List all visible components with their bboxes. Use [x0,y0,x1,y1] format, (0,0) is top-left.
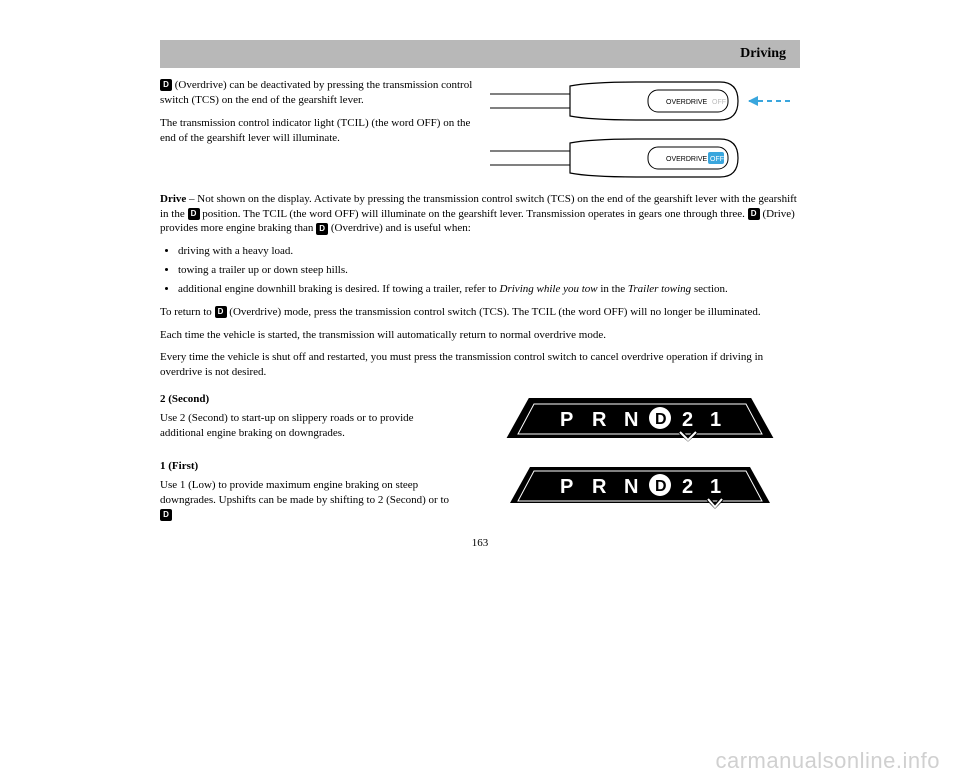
svg-text:OVERDRIVE: OVERDRIVE [666,156,708,163]
shift-indicator-2-figure: P R N D 2 1 [500,388,800,455]
list-item: driving with a heavy load. [178,244,800,259]
drive-text-d: (Overdrive) and is useful when: [328,222,471,234]
svg-text:R: R [592,476,607,498]
d-icon: D [316,223,328,235]
list-item: additional engine downhill braking is de… [178,282,800,297]
section-title: Driving [740,46,786,61]
bullet-3-mid: in the [598,283,628,295]
lever-overdrive-off-illustration: OVERDRIVE OFF [490,78,800,124]
svg-text:D: D [655,411,667,428]
svg-text:1: 1 [710,476,721,498]
shift-indicator-1-figure: P R N D 2 1 [500,455,800,522]
svg-text:R: R [592,409,607,431]
bullet-3a: additional engine downhill braking is de… [178,283,497,295]
section-header: Driving [160,40,800,68]
drive-description: Drive – Not shown on the display. Activa… [160,192,800,237]
d-icon: D [215,306,227,318]
second-text: Use 2 (Second) to start-up on slippery r… [160,411,450,441]
svg-text:N: N [624,476,638,498]
watermark: carmanualsonline.info [715,748,940,774]
d-icon: D [748,208,760,220]
svg-text:1: 1 [710,409,721,431]
svg-text:N: N [624,409,638,431]
first-text-span: Use 1 (Low) to provide maximum engine br… [160,479,449,506]
gearshift-lever-figure: OVERDRIVE OFF OVERDRIVE OFF [490,78,800,192]
svg-text:P: P [560,476,573,498]
svg-text:D: D [655,478,667,495]
svg-text:P: P [560,409,573,431]
list-item: towing a trailer up or down steep hills. [178,263,800,278]
bullet-1: driving with a heavy load. [178,245,293,257]
para1-text: (Overdrive) can be deactivated by pressi… [160,79,472,106]
everytime-text: Every time the vehicle is shut off and r… [160,350,800,380]
lever-overdrive-on-illustration: OVERDRIVE OFF [490,135,800,181]
svg-text:OFF: OFF [712,99,726,106]
svg-text:2: 2 [682,409,693,431]
svg-text:OVERDRIVE: OVERDRIVE [666,99,708,106]
d-icon: D [160,509,172,521]
first-text: Use 1 (Low) to provide maximum engine br… [160,478,450,523]
para2-text: The transmission control indicator light… [160,117,470,144]
svg-text:2: 2 [682,476,693,498]
return-overdrive-text: To return to D (Overdrive) mode, press t… [160,305,800,320]
bullet-2: towing a trailer up or down steep hills. [178,264,348,276]
return-b: (Overdrive) mode, press the transmission… [227,306,761,318]
d-overdrive-icon: D [160,79,172,91]
auto-return-text: Each time the vehicle is started, the tr… [160,328,800,343]
svg-text:OFF: OFF [710,156,724,163]
drive-label: Drive [160,193,186,205]
drive-conditions-list: driving with a heavy load. towing a trai… [178,244,800,297]
d-icon: D [188,208,200,220]
bullet-3-ital1: Driving while you tow [500,283,598,295]
page-number: 163 [160,536,800,551]
bullet-3-end: section. [691,283,728,295]
drive-text-b: position. The TCIL (the word OFF) will i… [200,208,748,220]
return-a: To return to [160,306,215,318]
bullet-3-ital2: Trailer towing [628,283,691,295]
